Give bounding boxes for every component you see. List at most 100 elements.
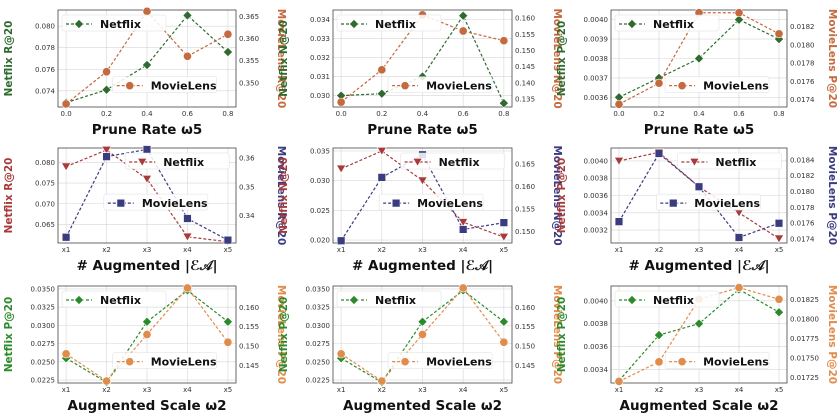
right-y-tick-label: 0.0182 bbox=[790, 172, 815, 180]
legend-label: Netflix bbox=[375, 294, 416, 307]
chart-panel-r0c2: 0.0 0.2 0.4 0.6 0.8 0.0036 0.0037 0.0038 0.0039 0… bbox=[556, 8, 838, 138]
data-point-movielens bbox=[223, 337, 233, 347]
legend-marker bbox=[116, 198, 126, 208]
x-axis-label: Prune Rate ω5 bbox=[92, 122, 203, 138]
right-y-tick-label: 0.155 bbox=[515, 206, 535, 214]
right-y-tick-label: 0.365 bbox=[239, 13, 259, 21]
x-tick-label: x3 bbox=[418, 386, 427, 394]
right-y-tick-label: 0.160 bbox=[239, 304, 259, 312]
left-y-tick-label: 0.0032 bbox=[584, 227, 609, 235]
series-line-netflix bbox=[618, 151, 780, 240]
right-y-axis-label: MovieLens R@20 bbox=[275, 146, 287, 246]
legend-box bbox=[387, 352, 493, 369]
data-point-movielens bbox=[61, 99, 71, 109]
right-y-tick-label: 0.160 bbox=[515, 183, 535, 191]
left-y-tick-label: 0.020 bbox=[310, 237, 330, 245]
left-y-tick-label: 0.0040 bbox=[584, 157, 609, 165]
data-point-movielens bbox=[734, 283, 744, 293]
legend-movielens: MovieLens bbox=[664, 352, 770, 369]
chart-panel-r1c1: x1 x2 x3 x4 x5 0.020 0.025 0.030 0.035 0.150 0.155… bbox=[278, 145, 563, 274]
left-y-tick-label: 0.025 bbox=[310, 207, 330, 215]
data-point-movielens bbox=[654, 357, 664, 367]
legend-marker bbox=[73, 18, 85, 30]
right-y-tick-label: 0.150 bbox=[515, 47, 535, 55]
legend-marker bbox=[689, 158, 700, 167]
x-tick-label: x2 bbox=[655, 246, 664, 254]
left-y-tick-label: 0.0038 bbox=[584, 320, 609, 328]
legend-movielens: MovieLens bbox=[664, 76, 770, 93]
legend-marker bbox=[391, 198, 401, 208]
x-tick-label: 0.0 bbox=[336, 110, 347, 118]
left-y-axis-label: Netflix P@20 bbox=[278, 297, 290, 373]
data-point-movielens bbox=[499, 36, 509, 46]
legend-marker bbox=[73, 294, 85, 306]
x-tick-label: x4 bbox=[735, 386, 744, 394]
legend-label: MovieLens bbox=[694, 197, 760, 210]
data-point-movielens bbox=[774, 218, 784, 228]
chart-panel-r0c1: 0.0 0.2 0.4 0.6 0.8 0.030 0.031 0.032 0.033 0.034… bbox=[278, 8, 563, 138]
legend-box bbox=[664, 352, 770, 369]
legend-label: MovieLens bbox=[151, 356, 217, 369]
legend-netflix: Netflix bbox=[124, 152, 230, 170]
legend-label: Netflix bbox=[375, 18, 416, 31]
data-point-netflix bbox=[498, 316, 509, 327]
x-axis-label: # Augmented |ℰ𝒜| bbox=[76, 258, 217, 274]
legend-box bbox=[124, 152, 230, 170]
x-tick-label: x1 bbox=[62, 386, 71, 394]
legend-label: MovieLens bbox=[426, 80, 492, 93]
x-tick-label: x3 bbox=[143, 246, 152, 254]
legend-box bbox=[336, 14, 442, 32]
x-axis-label: # Augmented |ℰ𝒜| bbox=[628, 258, 769, 274]
legend-label: Netflix bbox=[715, 156, 756, 169]
x-tick-label: 0.4 bbox=[417, 110, 429, 118]
data-point-netflix bbox=[222, 47, 233, 58]
left-y-axis-label: Netflix P@20 bbox=[556, 297, 568, 373]
legend-box bbox=[61, 290, 167, 308]
right-y-tick-label: 0.34 bbox=[239, 212, 255, 220]
legend-netflix: Netflix bbox=[614, 290, 720, 308]
left-y-tick-label: 0.080 bbox=[35, 23, 55, 31]
right-y-tick-label: 0.350 bbox=[239, 79, 259, 87]
right-y-tick-label: 0.155 bbox=[515, 31, 535, 39]
right-y-tick-label: 0.01775 bbox=[790, 335, 819, 343]
legend-movielens: MovieLens bbox=[387, 76, 493, 93]
legend-marker bbox=[669, 198, 678, 208]
legend-marker bbox=[677, 81, 687, 91]
x-tick-label: 0.4 bbox=[693, 110, 705, 118]
legend-movielens: MovieLens bbox=[112, 76, 217, 93]
legend-marker bbox=[125, 357, 135, 367]
left-y-tick-label: 0.0250 bbox=[31, 358, 56, 366]
left-y-tick-label: 0.035 bbox=[310, 147, 330, 155]
left-y-tick-label: 0.0300 bbox=[31, 322, 56, 330]
data-point-netflix bbox=[733, 14, 745, 25]
legend-box bbox=[112, 76, 217, 93]
data-point-netflix bbox=[101, 84, 112, 95]
x-tick-label: x5 bbox=[224, 386, 233, 394]
series-line-netflix bbox=[65, 14, 229, 104]
right-y-tick-label: 0.155 bbox=[515, 323, 535, 331]
data-point-netflix bbox=[458, 218, 469, 227]
left-y-tick-label: 0.031 bbox=[310, 73, 330, 81]
data-point-netflix bbox=[141, 316, 153, 327]
legend-label: MovieLens bbox=[426, 356, 492, 369]
right-y-tick-label: 0.155 bbox=[239, 323, 259, 331]
left-y-axis-label: Netflix R@20 bbox=[3, 21, 15, 97]
x-tick-label: x1 bbox=[615, 386, 624, 394]
right-y-tick-label: 0.150 bbox=[515, 228, 535, 236]
data-point-movielens bbox=[61, 349, 71, 359]
right-y-tick-label: 0.160 bbox=[515, 304, 535, 312]
x-tick-label: x2 bbox=[102, 246, 111, 254]
legend-marker bbox=[677, 357, 687, 367]
x-tick-label: x3 bbox=[418, 246, 427, 254]
data-point-movielens bbox=[734, 233, 744, 242]
x-axis-label: # Augmented |ℰ𝒜| bbox=[352, 258, 493, 274]
series-line-netflix bbox=[341, 14, 505, 104]
x-tick-label: 0.2 bbox=[376, 110, 387, 118]
legend-box bbox=[664, 76, 770, 93]
data-point-movielens bbox=[183, 51, 192, 61]
legend-box bbox=[614, 290, 720, 308]
legend-label: MovieLens bbox=[151, 80, 217, 93]
x-tick-label: 0.2 bbox=[101, 110, 112, 118]
data-point-movielens bbox=[499, 337, 509, 347]
right-y-tick-label: 0.01800 bbox=[790, 315, 819, 323]
